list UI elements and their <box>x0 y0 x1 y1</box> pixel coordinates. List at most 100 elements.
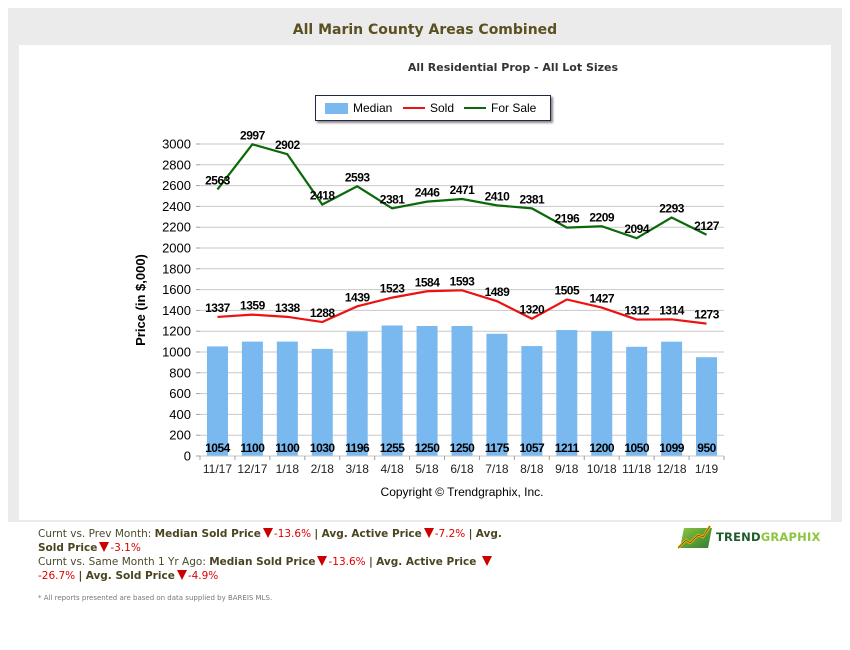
summary-year-ago: Curnt vs. Same Month 1 Yr Ago: Median So… <box>38 555 528 583</box>
y-tick-label: 2000 <box>162 241 191 256</box>
bar-value-label: 1175 <box>485 441 510 455</box>
median-bar <box>521 346 543 456</box>
bar-value-label: 1050 <box>624 441 650 455</box>
bar-value-label: 1099 <box>659 441 685 455</box>
data-labels: 1054 1100 1100 1030 1196 1255 1250 1250 1175 1057… <box>205 128 720 455</box>
y-tick-label: 2800 <box>162 157 191 172</box>
down-triangle-icon <box>262 528 273 538</box>
bar-value-label: 1200 <box>589 441 615 455</box>
chart-svg: 1054 1100 1100 1030 1196 1255 1250 1250 1175 1057… <box>133 128 725 499</box>
bar-value-label: 1250 <box>415 441 441 455</box>
for-sale-value-label: 2997 <box>240 128 266 142</box>
legend-label-for-sale: For Sale <box>491 101 537 115</box>
legend-label-median: Median <box>353 101 393 115</box>
down-triangle-icon <box>423 528 434 538</box>
x-tick-label: 12/17 <box>237 462 267 476</box>
trendgraphix-logo: TRENDGRAPHIX <box>678 524 838 550</box>
down-triangle-icon <box>99 542 110 552</box>
sold-value-label: 1273 <box>694 308 720 322</box>
for-sale-value-label: 2902 <box>275 138 301 152</box>
prev-active-value: -7.2% <box>434 528 466 540</box>
logo-text-graphix: GRAPHIX <box>760 530 821 544</box>
x-tick-label: 7/18 <box>485 462 509 476</box>
copyright-text: Copyright © Trendgraphix, Inc. <box>381 485 544 499</box>
report-title: All Marin County Areas Combined <box>292 22 558 38</box>
median-bar <box>486 333 508 456</box>
year-active-value: -26.7% <box>38 570 76 582</box>
logo-text-trend: TREND <box>716 530 761 544</box>
median-bar <box>661 341 683 456</box>
y-tick-label: 400 <box>169 407 191 422</box>
for-sale-value-label: 2293 <box>659 202 685 216</box>
x-tick-label: 11/18 <box>622 462 651 476</box>
down-triangle-icon <box>176 570 187 580</box>
legend-swatch-sold <box>403 107 425 109</box>
prev-median-value: -13.6% <box>273 528 312 540</box>
year-sold-label: Avg. Sold Price <box>85 570 175 582</box>
y-tick-label: 1800 <box>162 261 191 276</box>
x-tick-label: 9/18 <box>555 462 579 476</box>
y-tick-label: 3000 <box>162 137 191 152</box>
prev-month-label: Curnt vs. Prev Month: <box>38 528 152 540</box>
separator: | <box>78 570 83 582</box>
median-bars <box>206 325 718 456</box>
y-tick-label: 200 <box>169 428 191 443</box>
for-sale-value-label: 2094 <box>624 222 650 236</box>
sold-value-label: 1505 <box>554 283 580 297</box>
for-sale-line <box>216 143 708 240</box>
legend-label-sold: Sold <box>430 101 455 115</box>
median-bar <box>591 331 613 456</box>
prev-sold-value: -3.1% <box>110 542 141 554</box>
legend-swatch-median <box>325 102 348 114</box>
for-sale-value-label: 2593 <box>345 170 371 184</box>
bar-value-label: 950 <box>697 441 716 455</box>
y-tick-label: 1200 <box>162 324 191 339</box>
legend-swatch-for-sale <box>464 107 486 109</box>
x-tick-label: 1/18 <box>276 462 300 476</box>
x-tick-label: 3/18 <box>346 462 370 476</box>
bar-value-label: 1030 <box>310 441 336 455</box>
median-bar <box>311 348 333 456</box>
median-bar <box>206 346 228 456</box>
down-triangle-icon <box>481 556 492 566</box>
sold-value-label: 1312 <box>624 304 650 318</box>
bar-value-label: 1196 <box>345 441 370 455</box>
for-sale-value-label: 2471 <box>450 183 476 197</box>
x-tick-label: 11/17 <box>203 462 232 476</box>
y-axis-label: Price (in $,000) <box>133 254 148 346</box>
median-bar <box>696 357 718 456</box>
y-tick-label: 2600 <box>162 178 191 193</box>
sold-value-label: 1489 <box>485 285 511 299</box>
y-tick-label: 1000 <box>162 345 191 360</box>
sold-value-label: 1314 <box>659 303 685 317</box>
median-bar <box>276 341 298 456</box>
trend-lines <box>216 143 708 325</box>
separator: | <box>368 556 373 568</box>
sold-value-label: 1338 <box>275 301 301 315</box>
bar-value-label: 1250 <box>450 441 476 455</box>
bar-value-label: 1057 <box>520 441 546 455</box>
sold-value-label: 1593 <box>450 274 476 288</box>
summary-prev-month: Curnt vs. Prev Month: Median Sold Price -… <box>38 527 528 555</box>
median-bar <box>241 341 263 456</box>
year-sold-value: -4.9% <box>187 570 219 582</box>
year-active-label: Avg. Active Price <box>376 556 477 568</box>
median-bar <box>556 330 578 456</box>
year-ago-label: Curnt vs. Same Month 1 Yr Ago: <box>38 556 206 568</box>
legend-item-for-sale: For Sale <box>464 101 536 115</box>
prev-active-label: Avg. Active Price <box>321 528 422 540</box>
x-tick-label: 6/18 <box>450 462 474 476</box>
y-tick-label: 2400 <box>162 199 191 214</box>
sold-value-label: 1359 <box>240 299 266 313</box>
logo-text: TRENDGRAPHIX <box>716 530 821 544</box>
bar-value-label: 1100 <box>240 441 265 455</box>
summary-block: Curnt vs. Prev Month: Median Sold Price -… <box>38 527 528 583</box>
median-bar <box>381 325 403 456</box>
x-tick-label: 5/18 <box>415 462 439 476</box>
median-bar <box>451 326 473 456</box>
chart-subtitle: All Residential Prop - All Lot Sizes <box>407 61 619 74</box>
for-sale-value-label: 2563 <box>205 173 231 187</box>
for-sale-value-label: 2418 <box>310 189 336 203</box>
legend-item-sold: Sold <box>403 101 454 115</box>
down-triangle-icon <box>317 556 328 566</box>
